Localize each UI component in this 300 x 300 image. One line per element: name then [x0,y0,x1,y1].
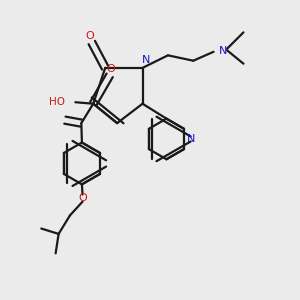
Text: N: N [142,55,150,64]
Text: O: O [78,193,87,203]
Text: N: N [218,46,227,56]
Text: HO: HO [50,97,65,106]
Text: O: O [85,31,94,41]
Text: N: N [187,134,195,144]
Text: O: O [107,64,116,74]
